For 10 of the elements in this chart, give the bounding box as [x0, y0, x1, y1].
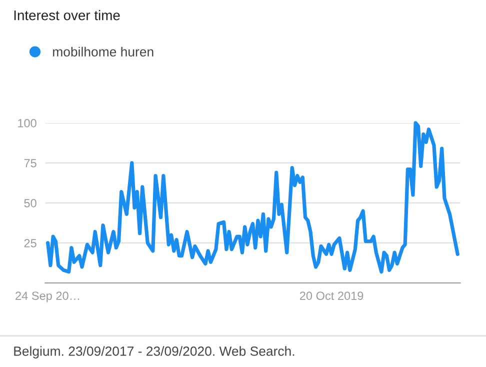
legend-label: mobilhome huren: [53, 46, 154, 57]
x-tick-label: 20 Oct 2019: [300, 292, 364, 300]
text: Belgium. 23/09/2017 - 23/09/2020. Web Search.: [14, 346, 294, 358]
y-tick-label: 25: [24, 238, 36, 248]
chart-title: Interest over time: [14, 10, 120, 20]
y-tick-label: 100: [18, 118, 36, 128]
x-tick-label: 24 Sep 20…: [16, 292, 80, 302]
line-series: [46, 121, 460, 274]
y-tick-label: 75: [24, 159, 36, 168]
y-tick-label: 50: [24, 198, 36, 208]
